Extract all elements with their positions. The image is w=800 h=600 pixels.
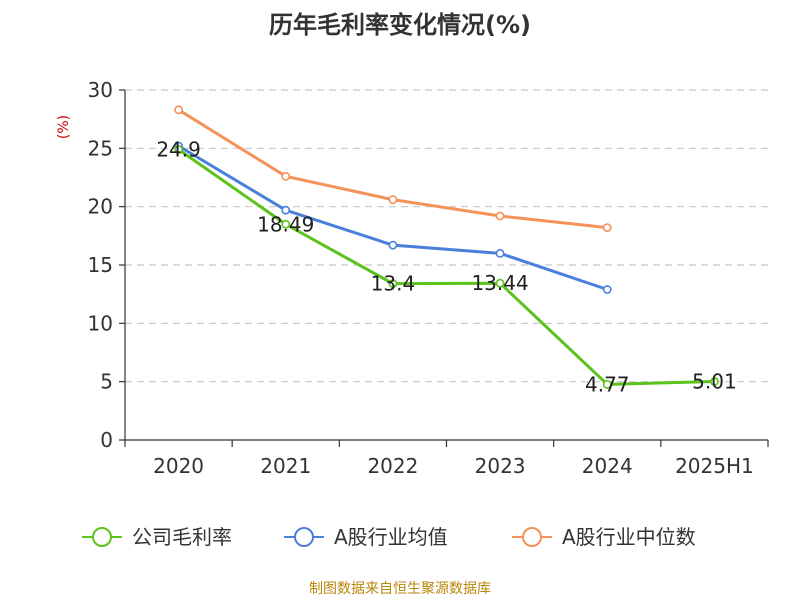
y-tick-label: 30 (88, 78, 113, 102)
data-labels: 24.9 18.49 13.4 13.44 4.77 5.01 (156, 138, 736, 397)
series-lines (174, 105, 719, 389)
series-line (177, 108, 608, 230)
data-label: 13.4 (371, 272, 416, 296)
legend: 公司毛利率 A股行业均值 A股行业中位数 (82, 525, 696, 549)
data-label: 18.49 (257, 212, 314, 236)
data-label: 24.9 (156, 138, 201, 162)
x-tick-label: 2020 (153, 454, 204, 478)
data-point (602, 285, 612, 294)
y-tick-label: 10 (88, 311, 113, 335)
y-axis-unit: (%) (56, 115, 72, 139)
series-line (177, 144, 608, 291)
data-point (495, 248, 505, 258)
legend-marker (92, 527, 112, 547)
x-tick-label: 2025H1 (675, 454, 754, 478)
data-point (388, 240, 398, 250)
data-point (174, 145, 183, 154)
series-line (177, 148, 715, 386)
legend-label: A股行业中位数 (562, 525, 696, 549)
x-tick-label: 2022 (367, 454, 418, 478)
x-tick-label: 2021 (260, 454, 311, 478)
legend-marker (522, 527, 542, 547)
data-point (602, 223, 612, 233)
y-tick-label: 15 (88, 253, 113, 277)
axes: 0 5 10 15 20 25 30 2020 2021 2022 2023 2024 2025H1 (88, 78, 769, 478)
y-tick-label: 25 (88, 136, 113, 160)
data-point (495, 211, 505, 221)
legend-label: A股行业均值 (334, 525, 448, 549)
data-point (174, 105, 183, 115)
data-point (388, 279, 398, 289)
gridlines (125, 89, 768, 383)
x-tick-label: 2023 (475, 454, 526, 478)
data-label: 13.44 (471, 271, 528, 295)
y-tick-label: 20 (88, 195, 113, 219)
data-label: 5.01 (692, 370, 737, 394)
data-point (602, 379, 612, 389)
data-point (281, 205, 291, 215)
data-point (710, 377, 719, 386)
data-point (495, 278, 505, 288)
x-tick-label: 2024 (582, 454, 633, 478)
data-label: 4.77 (585, 372, 630, 396)
y-tick-label: 0 (100, 428, 113, 452)
legend-label: 公司毛利率 (132, 525, 232, 549)
data-point (388, 195, 398, 205)
y-tick-label: 5 (100, 370, 113, 394)
chart-title: 历年毛利率变化情况(%) (269, 11, 531, 39)
data-point (281, 219, 291, 229)
source-note: 制图数据来自恒生聚源数据库 (309, 581, 491, 597)
legend-marker (294, 527, 314, 547)
data-point (281, 171, 291, 181)
